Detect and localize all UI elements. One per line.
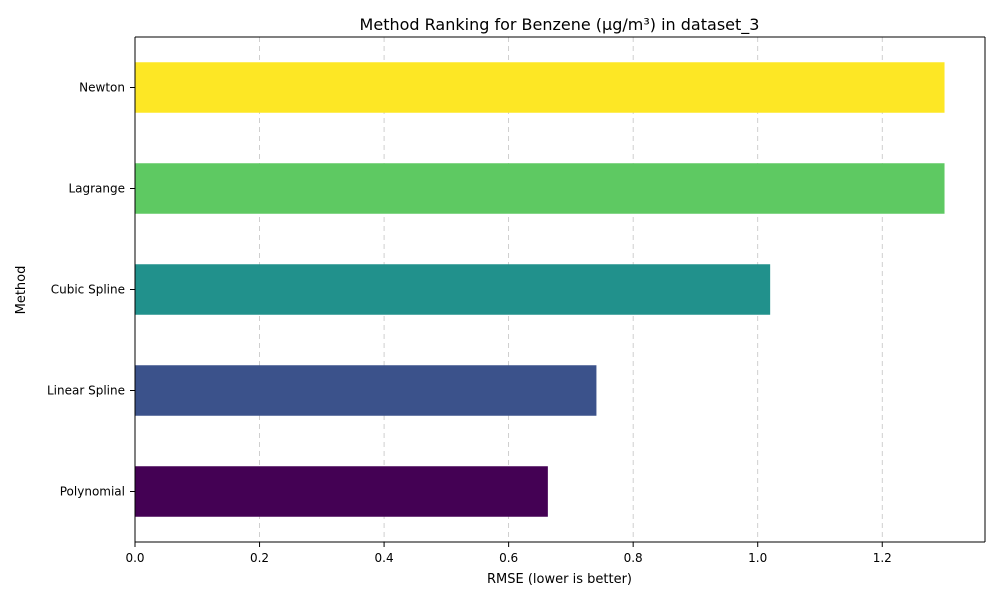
bar-linear-spline	[135, 365, 597, 416]
x-ticks: 0.0 0.2 0.4 0.6 0.8 1.0 1.2	[125, 542, 892, 565]
y-ticks: Polynomial Linear Spline Cubic Spline Lagra…	[47, 81, 135, 499]
x-tick-label: 0.0	[125, 551, 144, 565]
chart-title: Method Ranking for Benzene (µg/m³) in da…	[360, 15, 760, 35]
y-tick-label: Cubic Spline	[51, 283, 125, 297]
x-tick-label: 0.8	[624, 551, 643, 565]
x-tick-label: 0.2	[250, 551, 269, 565]
y-tick-label: Lagrange	[68, 182, 125, 196]
bar-cubic-spline	[135, 264, 771, 315]
y-tick-label: Newton	[79, 81, 125, 95]
x-tick-label: 0.6	[499, 551, 518, 565]
x-tick-label: 0.4	[375, 551, 394, 565]
x-axis-label: RMSE (lower is better)	[487, 572, 632, 587]
y-tick-label: Linear Spline	[47, 384, 125, 398]
y-tick-label: Polynomial	[60, 485, 125, 499]
bars	[135, 62, 945, 517]
bar-newton	[135, 62, 945, 113]
x-tick-label: 1.0	[748, 551, 767, 565]
x-tick-label: 1.2	[873, 551, 892, 565]
bar-polynomial	[135, 466, 548, 517]
y-axis-label: Method	[14, 266, 29, 315]
bar-lagrange	[135, 163, 945, 214]
